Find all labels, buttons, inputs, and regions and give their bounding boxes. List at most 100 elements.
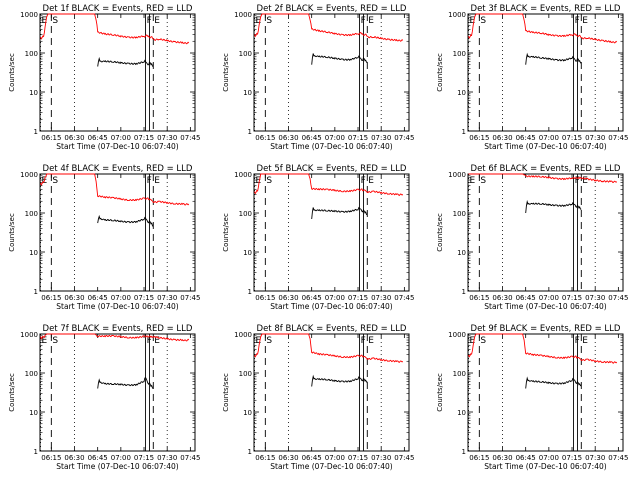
x-tick-label: 06:45 <box>88 294 108 302</box>
event-marker-label: S <box>480 336 486 346</box>
y-tick-label: 10 <box>29 249 38 257</box>
x-tick-label: 06:30 <box>64 294 84 302</box>
y-axis-label: Counts/sec <box>436 213 444 252</box>
plot-frame <box>39 173 196 292</box>
x-tick-label: 06:30 <box>64 454 84 462</box>
x-tick-label: 07:15 <box>348 134 368 142</box>
x-tick-label: 07:30 <box>157 454 177 462</box>
x-tick-label: 06:45 <box>302 454 322 462</box>
event-marker-label: F <box>147 176 152 186</box>
x-tick-label: 07:15 <box>562 294 582 302</box>
lld-series-line <box>254 13 404 42</box>
x-tick-label: 07:00 <box>539 134 559 142</box>
x-tick-label: 06:45 <box>516 134 536 142</box>
x-axis-label: Start Time (07-Dec-10 06:07:40) <box>484 462 606 471</box>
lld-series-line <box>40 333 190 342</box>
lld-series-line <box>468 173 618 183</box>
y-tick-label: 100 <box>453 210 466 218</box>
plot-frame <box>467 13 624 132</box>
y-tick-label: 1000 <box>448 11 466 19</box>
x-axis-label: Start Time (07-Dec-10 06:07:40) <box>56 462 178 471</box>
x-tick-label: 07:30 <box>157 134 177 142</box>
y-axis-label: Counts/sec <box>8 373 16 412</box>
x-tick-label: 07:45 <box>608 294 628 302</box>
events-series-line <box>525 376 582 389</box>
y-tick-label: 100 <box>453 370 466 378</box>
events-series-line <box>97 56 154 67</box>
x-tick-label: 07:30 <box>157 294 177 302</box>
event-marker-label: E <box>42 16 48 26</box>
x-tick-label: 06:45 <box>516 454 536 462</box>
y-axis-label: Counts/sec <box>222 213 230 252</box>
event-marker-label: E <box>154 176 160 186</box>
x-tick-label: 06:30 <box>64 134 84 142</box>
x-tick-label: 07:15 <box>562 134 582 142</box>
events-series-line <box>525 199 582 214</box>
x-tick-label: 07:15 <box>348 454 368 462</box>
x-tick-label: 07:15 <box>134 294 154 302</box>
lld-series-line <box>254 173 404 196</box>
y-tick-label: 1000 <box>448 331 466 339</box>
y-tick-label: 10 <box>29 89 38 97</box>
event-marker-label: F <box>575 176 580 186</box>
x-tick-label: 06:15 <box>255 294 275 302</box>
x-tick-label: 06:15 <box>469 134 489 142</box>
event-marker-label: E <box>368 176 374 186</box>
x-tick-label: 07:15 <box>134 454 154 462</box>
x-tick-label: 07:00 <box>111 294 131 302</box>
event-marker-label: E <box>470 16 476 26</box>
x-tick-label: 06:15 <box>469 454 489 462</box>
x-tick-label: 07:30 <box>585 134 605 142</box>
lld-series-line <box>254 333 404 363</box>
x-tick-label: 06:45 <box>302 134 322 142</box>
x-tick-label: 07:30 <box>585 294 605 302</box>
event-marker-label: E <box>154 336 160 346</box>
x-tick-label: 07:15 <box>134 134 154 142</box>
event-marker-label: S <box>266 16 272 26</box>
plot-frame <box>39 13 196 132</box>
event-marker-label: F <box>361 176 366 186</box>
detector-panel: Det 3f BLACK = Events, RED = LLD 06:15 06:… <box>436 4 628 151</box>
y-tick-label: 100 <box>239 50 252 58</box>
x-tick-label: 06:15 <box>255 454 275 462</box>
event-marker-label: S <box>480 176 486 186</box>
y-tick-label: 1000 <box>20 331 38 339</box>
x-tick-label: 07:30 <box>585 454 605 462</box>
x-axis-label: Start Time (07-Dec-10 06:07:40) <box>270 142 392 151</box>
y-tick-label: 100 <box>453 50 466 58</box>
x-tick-label: 07:00 <box>111 454 131 462</box>
x-tick-label: 07:00 <box>111 134 131 142</box>
x-tick-label: 06:45 <box>302 294 322 302</box>
events-series-line <box>311 206 368 220</box>
panel-title: Det 3f BLACK = Events, RED = LLD <box>471 4 621 14</box>
x-tick-label: 07:45 <box>180 294 200 302</box>
y-tick-label: 1 <box>248 288 252 296</box>
x-tick-label: 07:15 <box>348 294 368 302</box>
y-tick-label: 1000 <box>448 171 466 179</box>
y-tick-label: 100 <box>25 50 38 58</box>
x-tick-label: 07:45 <box>608 134 628 142</box>
event-marker-label: S <box>266 176 272 186</box>
x-tick-label: 07:30 <box>371 134 391 142</box>
y-tick-label: 10 <box>243 249 252 257</box>
y-tick-label: 10 <box>457 249 466 257</box>
y-tick-label: 1000 <box>234 171 252 179</box>
y-tick-label: 1000 <box>20 171 38 179</box>
event-marker-label: S <box>52 16 58 26</box>
plot-frame <box>253 173 410 292</box>
x-tick-label: 06:30 <box>278 294 298 302</box>
x-axis-label: Start Time (07-Dec-10 06:07:40) <box>484 302 606 311</box>
y-tick-label: 100 <box>25 370 38 378</box>
x-tick-label: 07:00 <box>325 454 345 462</box>
panel-title: Det 2f BLACK = Events, RED = LLD <box>257 4 407 14</box>
y-tick-label: 1 <box>34 128 38 136</box>
y-tick-label: 1 <box>248 448 252 456</box>
x-tick-label: 06:45 <box>516 294 536 302</box>
y-axis-label: Counts/sec <box>8 213 16 252</box>
